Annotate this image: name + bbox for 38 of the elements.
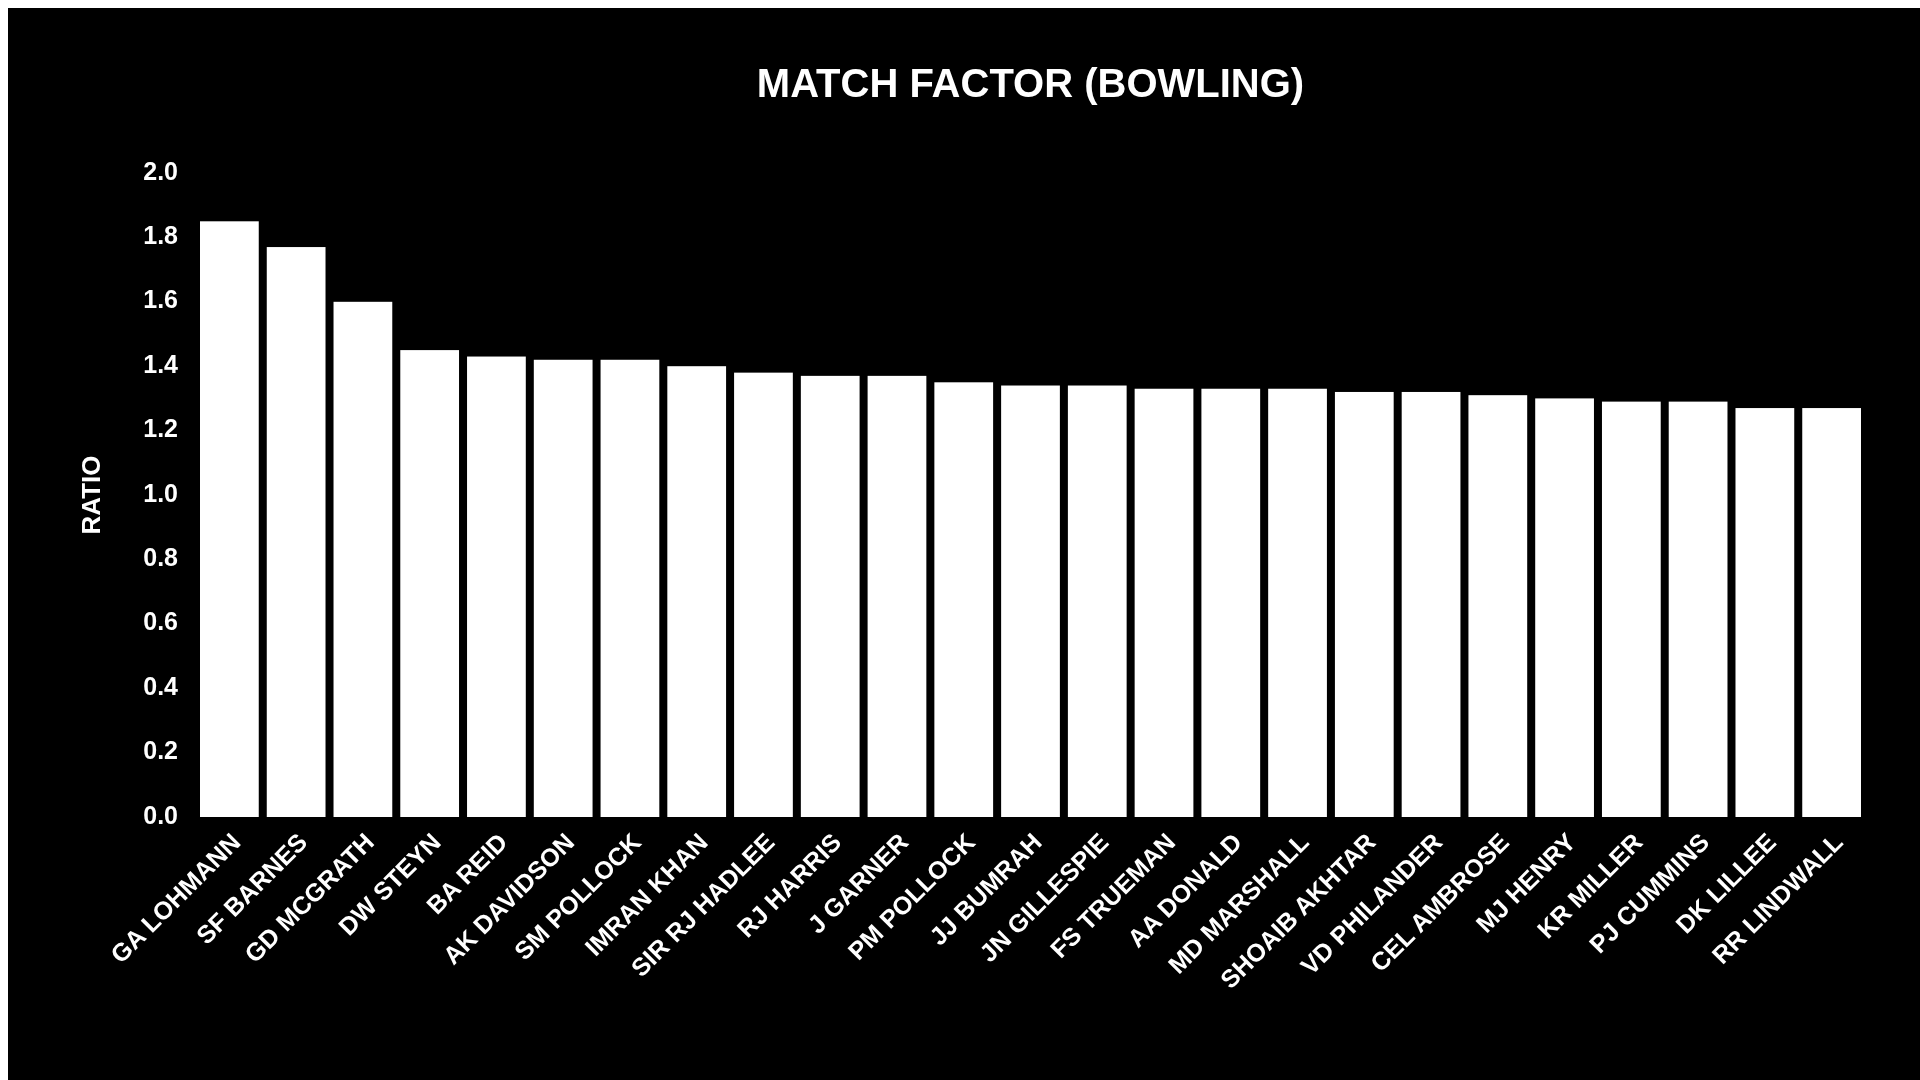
y-tick-label: 1.4 — [143, 349, 179, 378]
y-tick-label: 1.2 — [143, 414, 178, 443]
bar — [1268, 388, 1327, 817]
bar — [600, 359, 660, 817]
y-tick-label: 1.6 — [143, 285, 178, 314]
y-tick-label: 0.4 — [143, 671, 179, 700]
bar — [934, 382, 994, 817]
bar — [467, 356, 526, 817]
bar — [333, 301, 393, 817]
y-tick-label: 1.0 — [143, 478, 178, 507]
bar — [1067, 385, 1127, 817]
y-tick-label: 0.0 — [143, 800, 178, 829]
y-tick-label: 2.0 — [143, 156, 178, 185]
bar — [1468, 395, 1528, 817]
bar — [1668, 401, 1728, 817]
chart-title: MATCH FACTOR (BOWLING) — [756, 60, 1305, 105]
bar — [200, 221, 259, 817]
bar — [1001, 385, 1060, 817]
bar — [1535, 398, 1594, 817]
bar — [734, 372, 793, 817]
y-tick-label: 1.8 — [143, 221, 179, 250]
y-tick-label: 0.6 — [143, 607, 178, 636]
bar — [1601, 401, 1661, 817]
bar — [1735, 408, 1795, 817]
y-axis-title: RATIO — [75, 455, 106, 535]
bar — [1134, 388, 1194, 817]
bar — [1334, 391, 1394, 817]
bar — [533, 359, 593, 817]
bar — [1401, 391, 1461, 817]
bar — [266, 247, 326, 817]
bar — [1802, 408, 1861, 817]
bar — [400, 350, 460, 817]
bar — [1201, 388, 1261, 817]
bar — [867, 375, 927, 817]
bar — [667, 366, 727, 817]
bar — [800, 375, 860, 817]
y-tick-label: 0.8 — [143, 543, 179, 572]
y-tick-label: 0.2 — [143, 736, 178, 765]
